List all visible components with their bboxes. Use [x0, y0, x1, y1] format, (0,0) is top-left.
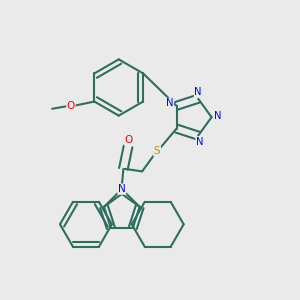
Text: N: N [194, 87, 202, 97]
Text: S: S [154, 146, 160, 156]
Text: O: O [124, 135, 133, 145]
Text: N: N [166, 98, 173, 108]
Text: N: N [196, 137, 203, 147]
Text: N: N [118, 184, 126, 194]
Text: N: N [214, 111, 222, 121]
Text: O: O [67, 101, 75, 111]
